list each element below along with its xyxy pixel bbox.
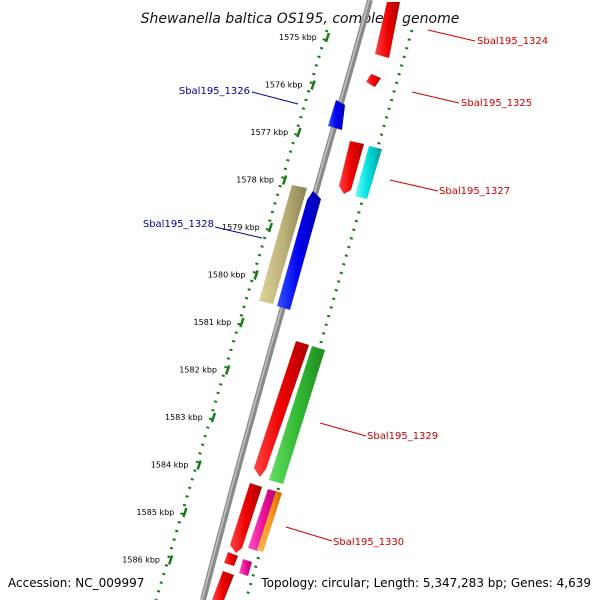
tick-mark [210,412,217,423]
leader-sbal195-1326 [251,91,299,105]
tick-label: 1582 kbp [179,366,217,375]
tick-label: 1576 kbp [265,81,303,90]
gene-label-sbal195-1328[interactable]: Sbal195_1328 [143,219,214,230]
leader-sbal195-1325 [411,91,460,104]
gene-labels: Sbal195_1324 Sbal195_1325 Sbal195_1326 S… [143,36,548,548]
tick-mark [310,80,316,90]
tick-mark [253,270,259,280]
gene-sbal195-1328-blue[interactable] [277,191,321,310]
gene-sbal195-1328-khaki[interactable] [259,185,307,304]
tick-label: 1583 kbp [165,413,203,422]
gene-label-sbal195-1326[interactable]: Sbal195_1326 [179,86,250,97]
gene-label-sbal195-1325[interactable]: Sbal195_1325 [461,98,532,109]
tick-mark [296,127,302,138]
gene-partial-red-b[interactable] [212,571,234,600]
gene-sbal195-1325[interactable] [366,74,381,87]
gene-partial-red-a[interactable] [224,552,238,566]
gene-sbal195-1330-orange[interactable] [257,491,282,552]
tick-label: 1584 kbp [151,461,189,470]
tick-label: 1581 kbp [194,318,232,327]
tick-label: 1580 kbp [208,271,246,280]
gene-label-sbal195-1327[interactable]: Sbal195_1327 [439,186,510,197]
tick-label: 1577 kbp [251,128,289,137]
gene-label-sbal195-1324[interactable]: Sbal195_1324 [477,36,548,47]
leader-sbal195-1330 [285,526,333,542]
tick-mark [196,460,202,470]
tick-label: 1575 kbp [279,33,317,42]
tick-mark [324,32,331,43]
map-title: Shewanella baltica OS195, complete genom… [141,11,460,27]
gene-sbal195-1330-red[interactable] [230,483,262,553]
leader-sbal195-1324 [427,29,476,42]
tick-label: 1586 kbp [122,556,160,565]
leader-sbal195-1328 [214,226,263,239]
gene-sbal195-1326[interactable] [328,100,345,130]
leader-sbal195-1329 [319,422,367,437]
topology-text: Topology: circular; Length: 5,347,283 bp… [260,576,591,590]
tick-label: 1579 kbp [222,223,260,232]
tick-mark [267,222,274,233]
tick-mark [281,175,288,185]
accession-text: Accession: NC_009997 [8,576,144,590]
gene-label-leaders [214,29,476,542]
gene-features [212,2,400,600]
gene-label-sbal195-1330[interactable]: Sbal195_1330 [333,537,404,548]
tick-mark [224,365,231,375]
tick-mark [167,555,174,565]
tick-label: 1585 kbp [137,508,175,517]
gene-partial-magenta[interactable] [239,559,252,576]
gene-sbal195-1329-red[interactable] [254,341,309,477]
tick-marks: 1575 kbp 1576 kbp 1577 kbp 1578 kbp 1579 kbp… [122,32,331,565]
left-dotted-guide [154,29,329,600]
gene-sbal195-1329-green[interactable] [269,346,325,484]
tick-label: 1578 kbp [236,176,274,185]
tick-mark [182,507,188,518]
gene-sbal195-1330-magenta[interactable] [248,489,278,551]
gene-sbal195-1324[interactable] [375,2,400,58]
gene-sbal195-1327-cyan[interactable] [355,146,382,199]
gene-label-sbal195-1329[interactable]: Sbal195_1329 [367,431,438,442]
leader-sbal195-1327 [389,179,439,192]
tick-mark [239,317,245,328]
gene-sbal195-1327-red[interactable] [339,141,364,194]
